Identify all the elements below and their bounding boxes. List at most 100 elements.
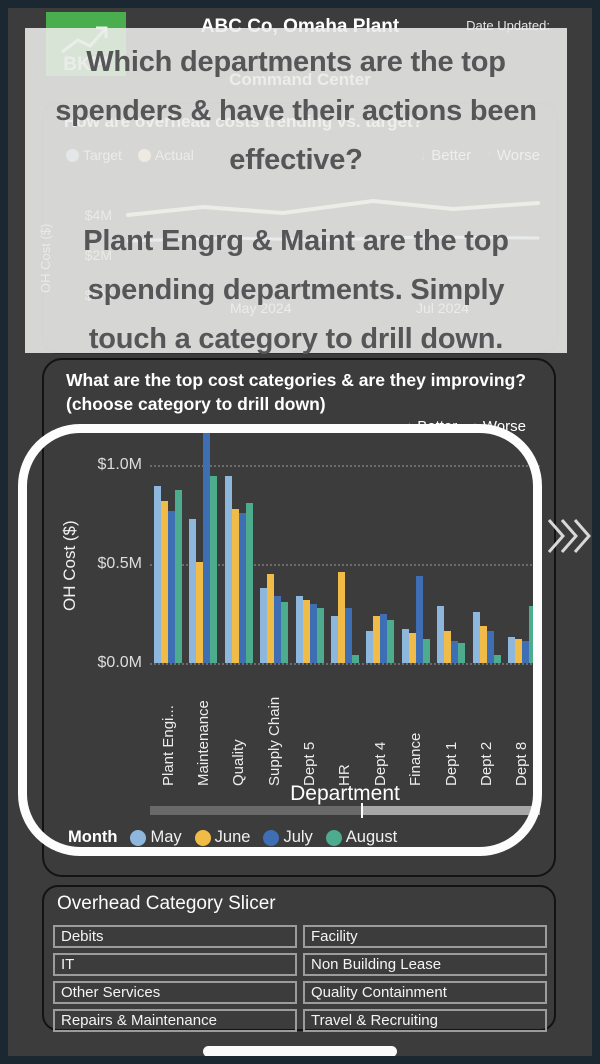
slicer-grid: Debits Facility IT Non Building Lease Other … bbox=[53, 925, 547, 1032]
bar-june[interactable] bbox=[408, 633, 416, 663]
legend-item-august[interactable]: August bbox=[325, 828, 397, 847]
bar-august[interactable] bbox=[422, 639, 430, 663]
bar-august[interactable] bbox=[528, 606, 536, 663]
legend-dot bbox=[325, 829, 342, 846]
bar-july[interactable] bbox=[380, 614, 388, 663]
bar-july[interactable] bbox=[344, 608, 352, 663]
x-axis-title: Department bbox=[290, 782, 400, 805]
bar-july[interactable] bbox=[309, 604, 317, 663]
bar-group-dept-8[interactable] bbox=[507, 606, 536, 663]
bar-plot bbox=[150, 432, 540, 663]
bar-group-plant-engi-[interactable] bbox=[154, 486, 182, 663]
scrollbar-thumb[interactable] bbox=[150, 806, 362, 815]
slicer-item-non-building-lease[interactable]: Non Building Lease bbox=[303, 953, 547, 976]
bar-july[interactable] bbox=[451, 641, 459, 663]
bar-august[interactable] bbox=[281, 602, 289, 663]
bar-group-hr[interactable] bbox=[330, 572, 359, 663]
bar-june[interactable] bbox=[161, 501, 168, 663]
bar-august[interactable] bbox=[245, 503, 253, 663]
chart-title: What are the top cost categories & are t… bbox=[66, 370, 526, 414]
x-label: Plant Engi... bbox=[159, 705, 177, 786]
bar-may[interactable] bbox=[507, 637, 515, 663]
bar-may[interactable] bbox=[366, 631, 374, 663]
bar-july[interactable] bbox=[415, 576, 423, 663]
legend-item-may[interactable]: May bbox=[130, 828, 182, 847]
slicer-item-repairs-maintenance[interactable]: Repairs & Maintenance bbox=[53, 1009, 297, 1032]
slicer-item-other-services[interactable]: Other Services bbox=[53, 981, 297, 1004]
x-label: Maintenance bbox=[194, 700, 212, 786]
bar-august[interactable] bbox=[493, 655, 501, 663]
slicer-item-travel-recruiting[interactable]: Travel & Recruiting bbox=[303, 1009, 547, 1032]
bar-may[interactable] bbox=[189, 519, 197, 663]
bar-group-dept-1[interactable] bbox=[437, 606, 466, 663]
coachmark-question: Which departments are the top spenders &… bbox=[55, 46, 537, 176]
x-label: Dept 4 bbox=[371, 741, 389, 786]
bar-may[interactable] bbox=[224, 476, 232, 663]
bar-may[interactable] bbox=[437, 606, 445, 663]
x-axis-labels: Plant Engi... Maintenance Quality Supply Ch… bbox=[150, 668, 540, 786]
bar-june[interactable] bbox=[337, 572, 345, 663]
x-label: Finance bbox=[407, 732, 425, 786]
bar-may[interactable] bbox=[154, 486, 161, 663]
bar-group-dept-4[interactable] bbox=[366, 614, 395, 663]
month-legend[interactable]: Month May June July August bbox=[68, 828, 397, 847]
bar-august[interactable] bbox=[210, 476, 218, 663]
bar-june[interactable] bbox=[302, 600, 310, 663]
home-indicator[interactable] bbox=[203, 1046, 397, 1056]
slicer-item-it[interactable]: IT bbox=[53, 953, 297, 976]
bar-group-supply-chain[interactable] bbox=[260, 574, 289, 663]
bar-group-quality[interactable] bbox=[224, 476, 253, 663]
legend-item-july[interactable]: July bbox=[263, 828, 313, 847]
x-label: Supply Chain bbox=[265, 696, 283, 786]
bar-july[interactable] bbox=[203, 432, 211, 663]
legend-dot bbox=[194, 829, 211, 846]
legend-item-june[interactable]: June bbox=[194, 828, 250, 847]
bar-may[interactable] bbox=[295, 596, 303, 663]
next-page-chevrons-icon[interactable] bbox=[545, 512, 592, 560]
slicer-card: Overhead Category Slicer Debits Facility I… bbox=[42, 885, 556, 1032]
gridline-1M bbox=[150, 465, 540, 467]
legend-dot bbox=[130, 829, 147, 846]
bar-june[interactable] bbox=[373, 616, 381, 663]
bar-june[interactable] bbox=[514, 639, 522, 663]
bar-may[interactable] bbox=[330, 616, 338, 663]
slicer-item-quality-containment[interactable]: Quality Containment bbox=[303, 981, 547, 1004]
category-scrollbar[interactable] bbox=[150, 803, 540, 818]
x-label: Dept 8 bbox=[513, 741, 531, 786]
bar-august[interactable] bbox=[387, 620, 395, 663]
y-tick: $0.5M bbox=[97, 555, 142, 572]
bar-august[interactable] bbox=[458, 643, 466, 663]
bar-july[interactable] bbox=[521, 641, 529, 663]
y-tick: $1.0M bbox=[97, 456, 142, 473]
bar-may[interactable] bbox=[401, 629, 409, 663]
bar-july[interactable] bbox=[486, 631, 494, 663]
bar-august[interactable] bbox=[175, 490, 182, 663]
bar-may[interactable] bbox=[472, 612, 480, 663]
bar-group-dept-5[interactable] bbox=[295, 596, 324, 663]
bar-august[interactable] bbox=[316, 608, 324, 663]
bar-june[interactable] bbox=[267, 574, 275, 663]
x-label: HR bbox=[336, 764, 354, 786]
bar-june[interactable] bbox=[479, 626, 487, 663]
slicer-item-facility[interactable]: Facility bbox=[303, 925, 547, 948]
legend-dot bbox=[263, 829, 280, 846]
bar-june[interactable] bbox=[196, 562, 204, 663]
bar-june[interactable] bbox=[444, 631, 452, 663]
y-tick: $0.0M bbox=[97, 654, 142, 671]
gridline-05M bbox=[150, 564, 540, 566]
bar-july[interactable] bbox=[168, 511, 175, 663]
bar-group-finance[interactable] bbox=[401, 576, 430, 663]
bar-august[interactable] bbox=[351, 655, 359, 663]
x-label: Dept 1 bbox=[442, 741, 460, 786]
slicer-item-debits[interactable]: Debits bbox=[53, 925, 297, 948]
bar-july[interactable] bbox=[274, 596, 282, 663]
bar-group-dept-2[interactable] bbox=[472, 612, 501, 663]
coachmark-overlay[interactable]: Which departments are the top spenders &… bbox=[25, 28, 567, 355]
bar-june[interactable] bbox=[231, 509, 239, 663]
bar-july[interactable] bbox=[238, 513, 246, 663]
scrollbar-handle[interactable] bbox=[361, 803, 363, 818]
category-chart-card: What are the top cost categories & are t… bbox=[42, 358, 556, 877]
bar-group-maintenance[interactable] bbox=[189, 432, 218, 663]
bar-may[interactable] bbox=[260, 588, 268, 663]
